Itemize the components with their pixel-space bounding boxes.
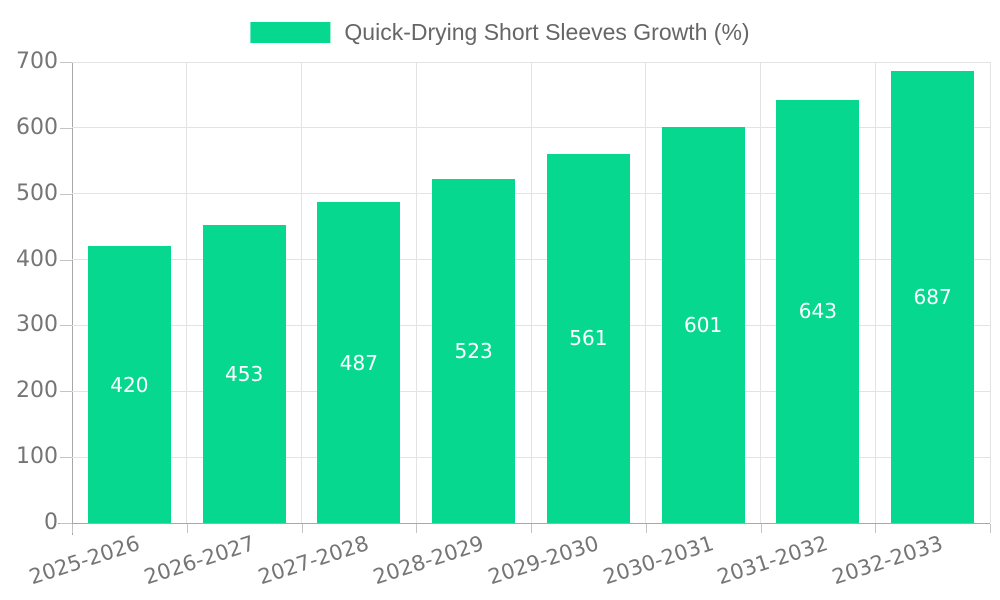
chart-legend: Quick-Drying Short Sleeves Growth (%)	[250, 19, 750, 45]
y-tick-mark-0	[60, 523, 72, 524]
bar-value-label: 453	[225, 361, 264, 386]
v-gridline-1	[186, 62, 188, 523]
y-tick-label-700: 700	[16, 49, 58, 74]
y-tick-label-500: 500	[16, 180, 58, 206]
bar-value-label: 487	[339, 350, 378, 375]
bar-2028-2029: 523	[432, 178, 516, 523]
x-tick-mark-0	[72, 524, 73, 533]
x-tick-mark-2	[301, 524, 303, 533]
bar-value-label: 561	[569, 326, 608, 351]
y-tick-label-0: 0	[44, 510, 58, 535]
x-tick-mark-4	[531, 524, 532, 533]
v-gridline-5	[645, 62, 647, 523]
v-gridline-4	[530, 62, 532, 523]
y-tick-mark-200	[60, 391, 72, 393]
v-gridline-3	[415, 62, 417, 523]
x-tick-label: 2029-2030	[485, 531, 602, 590]
y-tick-label-200: 200	[16, 378, 58, 404]
x-tick-label: 2026-2027	[140, 531, 258, 590]
x-axis-line	[58, 523, 990, 524]
y-tick-mark-400	[60, 259, 72, 261]
bar-2027-2028: 487	[317, 202, 401, 523]
x-tick-mark-6	[760, 524, 762, 533]
v-gridline-7	[874, 62, 876, 523]
bar-value-label: 523	[454, 338, 493, 363]
bar-value-label: 601	[684, 313, 723, 338]
bar-value-label: 643	[798, 299, 837, 324]
y-tick-label-600: 600	[16, 114, 58, 140]
y-axis-line	[72, 62, 73, 535]
bar-2031-2032: 643	[776, 99, 860, 523]
y-tick-mark-600	[60, 127, 72, 129]
y-tick-label-100: 100	[16, 444, 58, 470]
bar-value-label: 420	[110, 372, 149, 397]
y-tick-mark-100	[60, 457, 72, 459]
plot-area: 420 453 487 523 561 601 643 687	[72, 61, 991, 523]
y-tick-mark-500	[60, 193, 72, 195]
legend-label: Quick-Drying Short Sleeves Growth (%)	[344, 19, 750, 45]
bar-2032-2033: 687	[891, 70, 975, 523]
v-gridline-8	[989, 62, 991, 523]
y-tick-label-300: 300	[16, 312, 58, 338]
x-tick-label: 2030-2031	[599, 531, 717, 590]
x-tick-label: 2031-2032	[714, 531, 831, 590]
x-tick-mark-1	[186, 524, 188, 533]
legend-swatch	[250, 21, 331, 43]
v-gridline-2	[301, 62, 302, 523]
x-tick-label: 2027-2028	[255, 531, 372, 590]
x-tick-mark-5	[645, 524, 647, 533]
bar-value-label: 687	[913, 284, 952, 309]
bar-2030-2031: 601	[661, 127, 745, 523]
bar-2026-2027: 453	[202, 224, 286, 523]
y-tick-mark-300	[60, 325, 72, 327]
y-tick-label-400: 400	[16, 246, 58, 272]
bar-2025-2026: 420	[87, 246, 171, 523]
x-tick-label: 2028-2029	[370, 531, 487, 590]
v-gridline-6	[760, 62, 761, 523]
x-tick-label: 2032-2033	[829, 531, 946, 590]
x-tick-mark-7	[875, 524, 877, 533]
x-tick-mark-3	[416, 524, 418, 533]
y-tick-mark-700	[60, 62, 72, 63]
x-tick-mark-8	[990, 524, 991, 533]
x-tick-label: 2025-2026	[26, 531, 143, 590]
bar-2029-2030: 561	[546, 153, 630, 523]
